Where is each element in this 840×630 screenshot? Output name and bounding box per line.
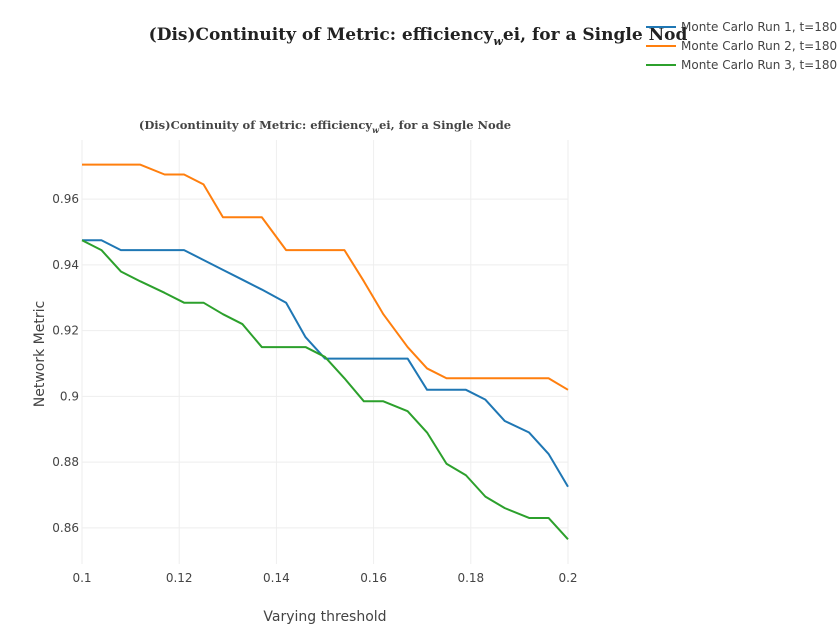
y-tick-label: 0.88 [52, 455, 79, 469]
y-tick-label: 0.96 [52, 192, 79, 206]
y-tick-label: 0.9 [60, 389, 79, 403]
legend-item-run-2[interactable]: Monte Carlo Run 2, t=180 [646, 39, 837, 53]
y-tick-label: 0.92 [52, 324, 79, 338]
plot-subtitle: (Dis)Continuity of Metric: efficiencywei… [139, 118, 511, 135]
legend-label: Monte Carlo Run 3, t=180 [681, 58, 837, 72]
legend-item-run-1[interactable]: Monte Carlo Run 1, t=180 [646, 20, 837, 34]
legend-item-run-3[interactable]: Monte Carlo Run 3, t=180 [646, 58, 837, 72]
legend[interactable]: Monte Carlo Run 1, t=180 Monte Carlo Run … [646, 20, 837, 72]
legend-label: Monte Carlo Run 2, t=180 [681, 39, 837, 53]
x-tick-label: 0.16 [360, 571, 387, 585]
x-tick-label: 0.18 [457, 571, 484, 585]
x-tick-label: 0.14 [263, 571, 290, 585]
series-layer [81, 163, 569, 541]
y-tick-label: 0.94 [52, 258, 79, 272]
x-tick-label: 0.12 [166, 571, 193, 585]
y-tick-label: 0.86 [52, 521, 79, 535]
y-axis-label: Network Metric [32, 301, 48, 407]
legend-label: Monte Carlo Run 1, t=180 [681, 20, 837, 34]
series-line-run-3[interactable] [81, 239, 569, 541]
x-tick-label: 0.1 [72, 571, 91, 585]
x-tick-labels: 0.1 0.12 0.14 0.16 0.18 0.2 [72, 571, 577, 585]
series-line-run-1[interactable] [82, 239, 569, 488]
grid [81, 140, 569, 564]
series-line-run-2[interactable] [82, 163, 569, 391]
y-tick-labels: 0.86 0.88 0.9 0.92 0.94 0.96 [52, 192, 79, 535]
x-tick-label: 0.2 [558, 571, 577, 585]
chart-title: (Dis)Continuity of Metric: efficiencywei… [149, 25, 688, 48]
x-axis-label: Varying threshold [263, 609, 386, 625]
